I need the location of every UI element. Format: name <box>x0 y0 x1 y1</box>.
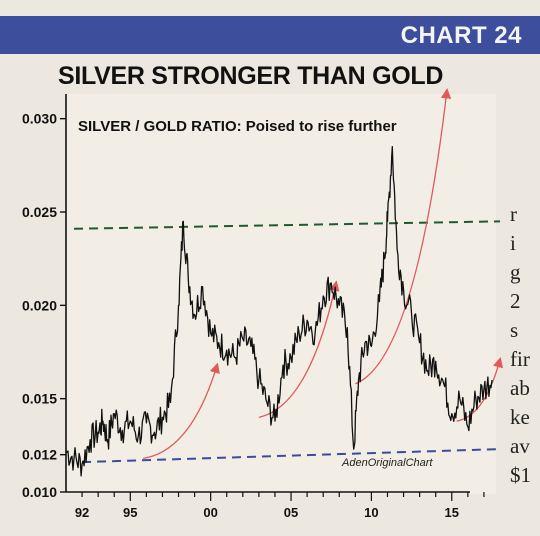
chart-title: SILVER STRONGER THAN GOLD <box>58 62 444 90</box>
x-tick-label: 95 <box>123 505 137 520</box>
y-tick-label: 0.012 <box>22 447 57 463</box>
ratio-series-line <box>65 146 493 477</box>
y-tick-label: 0.025 <box>22 204 57 220</box>
chart-subtitle: SILVER / GOLD RATIO: Poised to rise furt… <box>78 118 397 135</box>
rising-trend-arrow <box>456 356 504 422</box>
support-line <box>82 448 501 464</box>
x-tick-label: 00 <box>203 505 217 520</box>
rising-trend-arrow <box>143 362 220 460</box>
page-text-fragment: ke <box>510 405 530 429</box>
page-text-fragment: $1 <box>510 463 531 487</box>
page-text-fragment: av <box>510 434 530 458</box>
y-tick-label: 0.015 <box>22 391 57 407</box>
x-ticks: 92 95 00 05 10 15 <box>75 492 485 520</box>
rising-trend-arrow <box>355 88 452 385</box>
page-text-fragment: i <box>510 231 516 255</box>
page-text-fragment: ab <box>510 376 530 400</box>
chart-banner: CHART 24 <box>0 16 540 54</box>
resistance-line <box>74 220 501 230</box>
page-text-fragment: s <box>510 318 519 342</box>
page-text-fragment: fir <box>510 347 530 371</box>
x-tick-label: 10 <box>364 505 378 520</box>
y-tick-label: 0.020 <box>22 297 57 313</box>
page-text-fragment: g <box>510 260 521 284</box>
x-tick-label: 15 <box>445 505 459 520</box>
page-text-fragment: 2 <box>510 289 521 313</box>
x-tick-label: 92 <box>75 505 89 520</box>
plot-area <box>66 94 496 494</box>
y-ticks: 0.030 0.025 0.020 0.015 0.012 0.010 <box>22 111 66 500</box>
y-tick-label: 0.030 <box>22 111 57 127</box>
page-text-fragment: r <box>510 202 517 226</box>
chart-credit: AdenOriginalChart <box>341 457 433 469</box>
chart-number-label: CHART 24 <box>400 22 522 49</box>
x-tick-label: 05 <box>284 505 298 520</box>
page-text-fragments: r i g 2 s fir ab ke av $1 <box>510 200 540 490</box>
y-tick-label: 0.010 <box>22 484 57 500</box>
